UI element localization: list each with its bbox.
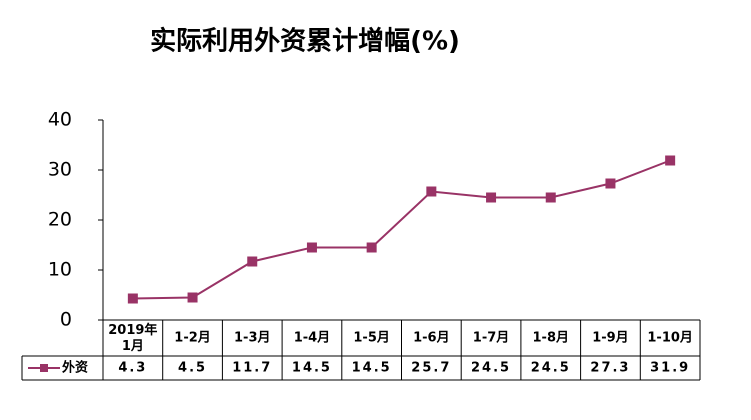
y-tick-label: 10 <box>48 259 72 281</box>
table-value: 14.5 <box>352 361 392 376</box>
x-tick-label: 1-2月 <box>174 331 211 346</box>
x-tick-label: 1-4月 <box>294 331 331 346</box>
x-tick-label: 1-10月 <box>647 331 693 346</box>
table-value: 14.5 <box>292 361 332 376</box>
marker <box>366 242 377 253</box>
x-tick-label: 1-5月 <box>353 331 390 346</box>
x-tick-label: 2019年 1月 <box>108 322 157 354</box>
table-value: 24.5 <box>531 361 571 376</box>
y-tick-label: 30 <box>48 159 72 181</box>
marker <box>127 293 138 304</box>
marker <box>247 256 258 267</box>
chart-title: 实际利用外资累计增幅(%) <box>150 26 460 57</box>
marker <box>426 186 437 197</box>
x-tick-label: 1-7月 <box>473 331 510 346</box>
y-tick-label: 20 <box>48 209 72 231</box>
marker <box>306 242 317 253</box>
legend-label: 外资 <box>61 360 88 376</box>
marker <box>486 192 497 203</box>
marker <box>665 155 676 166</box>
table-value: 31.9 <box>650 361 690 376</box>
x-tick-label: 1-8月 <box>533 331 570 346</box>
marker <box>545 192 556 203</box>
y-tick-label: 0 <box>60 309 72 331</box>
x-tick-label: 1-9月 <box>592 331 629 346</box>
marker <box>187 292 198 303</box>
y-tick-label: 40 <box>48 109 72 131</box>
table-value: 25.7 <box>411 361 451 376</box>
table-value: 11.7 <box>232 361 272 376</box>
marker <box>605 178 616 189</box>
table-value: 24.5 <box>471 361 511 376</box>
series-line <box>132 159 671 300</box>
table-value: 27.3 <box>590 361 630 376</box>
table-value: 4.3 <box>118 361 147 376</box>
x-tick-label: 1-3月 <box>234 331 271 346</box>
table-value: 4.5 <box>178 361 207 376</box>
x-tick-label: 1-6月 <box>413 331 450 346</box>
legend-marker <box>40 364 48 372</box>
